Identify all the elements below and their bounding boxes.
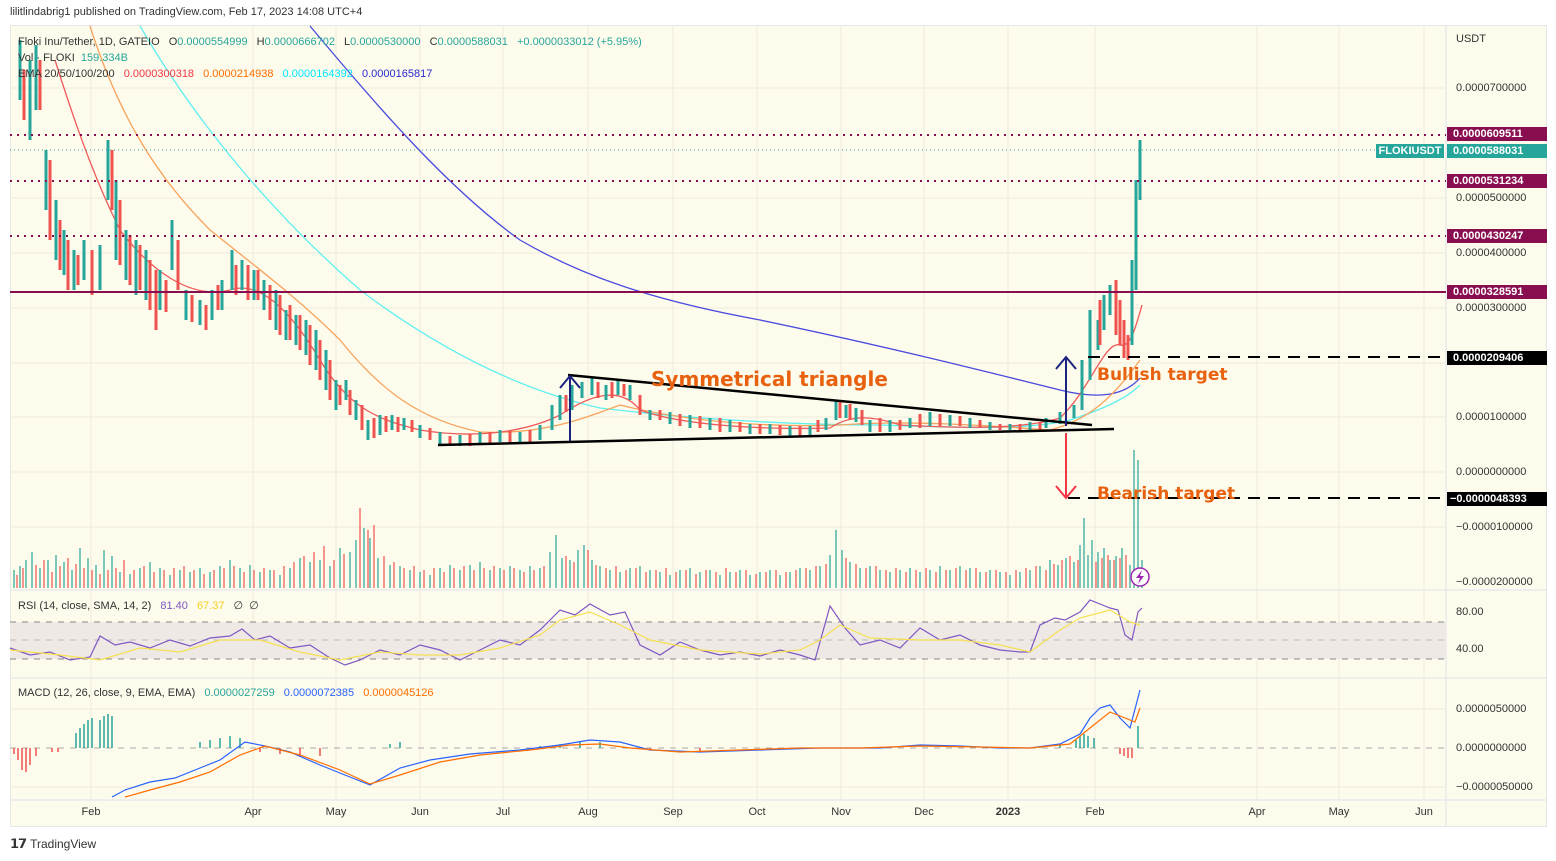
- grid: [10, 26, 1446, 800]
- macd-signal-line: [124, 707, 1141, 798]
- bearish-target-annotation[interactable]: Bearish target: [1097, 484, 1236, 504]
- ema-lines: [54, 25, 1143, 435]
- level-label-1: 0.0000609511: [1447, 127, 1547, 141]
- macd-line: [111, 689, 1141, 798]
- bullish-target-annotation[interactable]: Bullish target: [1097, 365, 1228, 385]
- current-price-label: 0.0000588031: [1447, 144, 1547, 158]
- bearish-target-label: −0.0000048393: [1447, 492, 1547, 506]
- ema-legend: EMA 20/50/100/200 0.0000300318 0.0000214…: [18, 68, 433, 80]
- volume-bars: [13, 450, 1143, 588]
- brand-name: TradingView: [30, 837, 97, 851]
- volume-legend: Vol · FLOKI 159.334B: [18, 52, 128, 64]
- horizontal-levels[interactable]: [10, 134, 1446, 499]
- level-label-4: 0.0000328591: [1447, 285, 1547, 299]
- arrow-up-icon: [559, 355, 1077, 441]
- bullish-target-label: 0.0000209406: [1447, 351, 1547, 365]
- level-label-2: 0.0000531234: [1447, 174, 1547, 188]
- lightning-icon[interactable]: [1130, 567, 1150, 587]
- macd-legend: MACD (12, 26, close, 9, EMA, EMA) 0.0000…: [18, 687, 434, 699]
- price-candles: [18, 40, 1142, 446]
- change-value: +0.0000033012 (+5.95%): [516, 36, 642, 48]
- publish-info: lilitlindabrig1 published on TradingView…: [10, 6, 363, 18]
- symbol-badge: FLOKIUSDT: [1376, 144, 1444, 158]
- ohlc-legend: Floki Inu/Tether, 1D, GATEIO O0.00005549…: [18, 36, 642, 48]
- symbol-title[interactable]: Floki Inu/Tether, 1D, GATEIO: [18, 36, 160, 48]
- footer: 𝟭𝟳 TradingView: [10, 836, 96, 852]
- ema100-line: [139, 25, 1141, 429]
- macd-histogram: [13, 714, 1139, 772]
- tradingview-logo-icon[interactable]: 𝟭𝟳: [10, 836, 27, 851]
- ema200-line: [309, 25, 1141, 396]
- arrow-down-icon: [1055, 433, 1077, 500]
- rsi-legend: RSI (14, close, SMA, 14, 2) 81.40 67.37 …: [18, 600, 259, 612]
- triangle-annotation[interactable]: Symmetrical triangle: [651, 367, 888, 391]
- axis-currency: USDT: [1456, 33, 1486, 45]
- symmetrical-triangle[interactable]: [437, 373, 1115, 447]
- rsi-sma-line: [9, 609, 1141, 661]
- level-label-3: 0.0000430247: [1447, 229, 1547, 243]
- rsi-line: [9, 599, 1143, 666]
